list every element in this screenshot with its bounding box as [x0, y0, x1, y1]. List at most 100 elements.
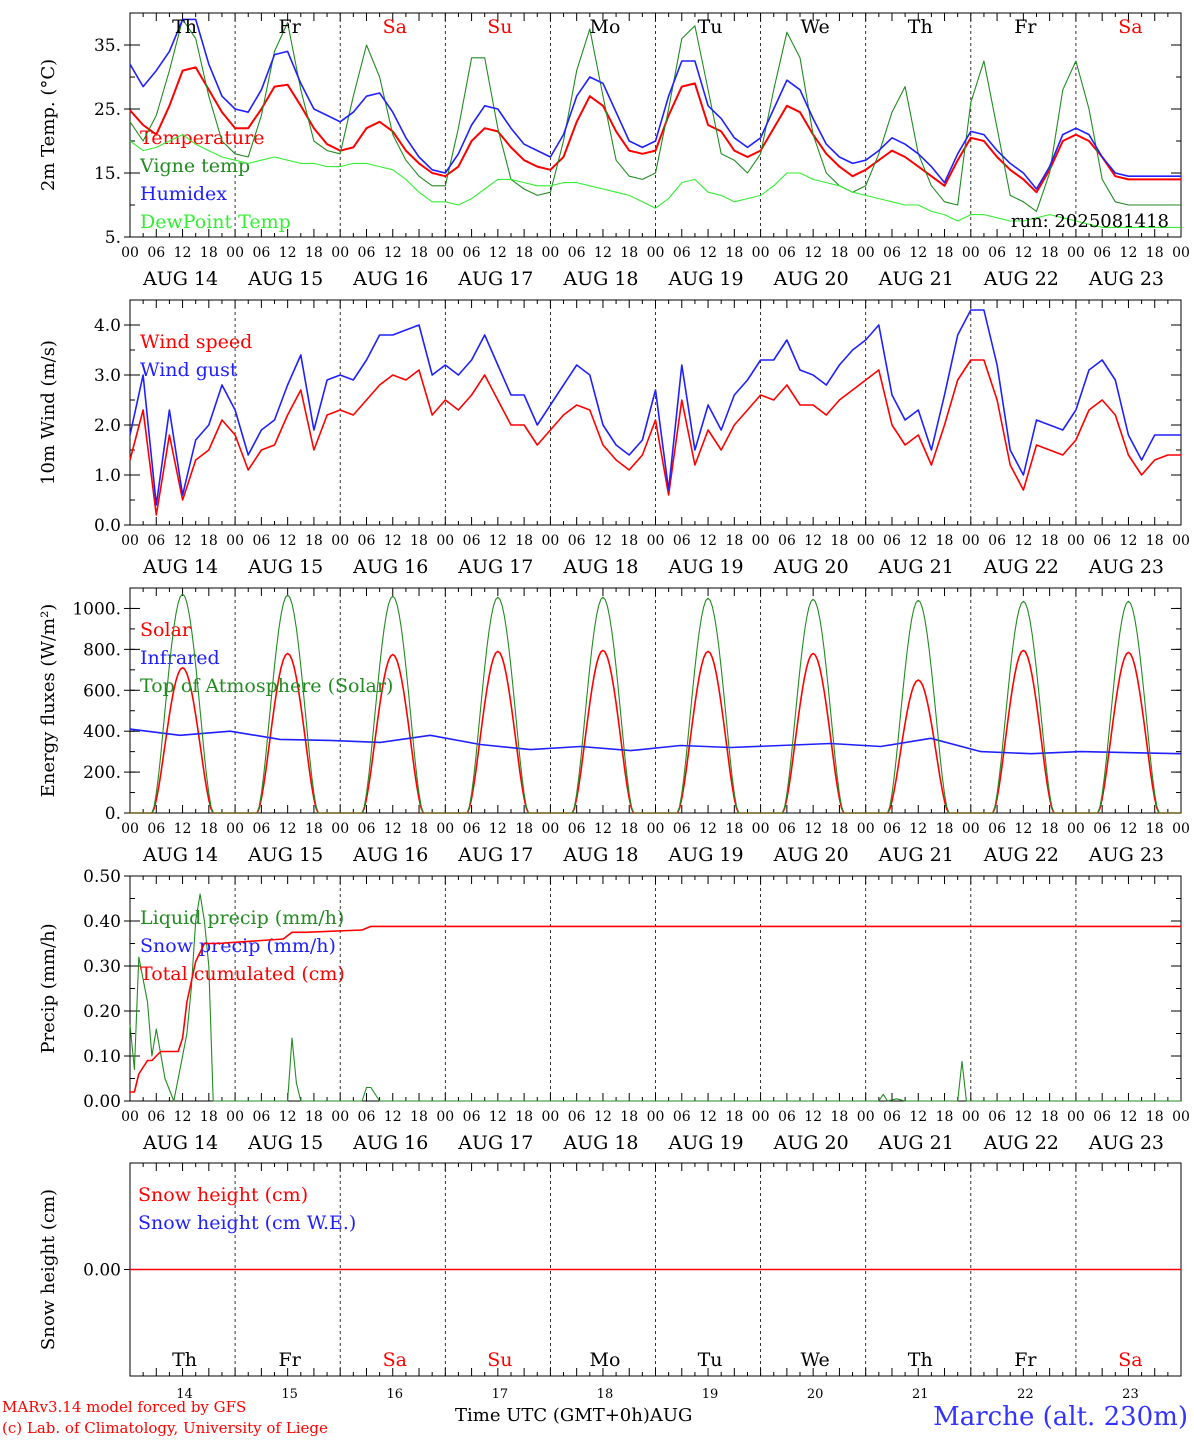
legend-entry: Snow precip (mm/h) [140, 935, 336, 957]
hour-tick-label: 06 [568, 821, 586, 837]
hour-tick-label: 18 [200, 533, 218, 549]
date-label: AUG 22 [983, 556, 1059, 578]
legend-entry: Top of Atmosphere (Solar) [140, 675, 393, 697]
hour-tick-label: 06 [883, 533, 901, 549]
credit-line-model: MARv3.14 model forced by GFS [2, 1398, 247, 1416]
hour-tick-label: 18 [1041, 533, 1059, 549]
hour-tick-label: 00 [752, 245, 770, 261]
day-name-bottom: Fr [279, 1349, 302, 1371]
day-number: 21 [912, 1387, 929, 1402]
legend-entry: Solar [140, 619, 192, 641]
date-label: AUG 19 [667, 1132, 743, 1154]
y-axis-label: Snow height (cm) [38, 1189, 59, 1350]
hour-tick-label: 18 [725, 821, 743, 837]
hour-tick-label: 18 [831, 821, 849, 837]
hour-tick-label: 12 [1120, 245, 1138, 261]
day-name-top: Sa [383, 16, 407, 38]
hour-tick-label: 00 [647, 1109, 665, 1125]
hour-tick-label: 06 [463, 533, 481, 549]
hour-tick-label: 06 [883, 245, 901, 261]
legend-entry: Snow height (cm W.E.) [138, 1212, 356, 1234]
hour-tick-label: 00 [541, 1109, 559, 1125]
hour-tick-label: 12 [594, 821, 612, 837]
hour-tick-label: 00 [857, 533, 875, 549]
hour-tick-label: 12 [1120, 1109, 1138, 1125]
hour-tick-label: 18 [620, 1109, 638, 1125]
y-tick-label: 0.00 [83, 1261, 121, 1281]
day-name-top: We [801, 16, 830, 38]
hour-tick-label: 06 [568, 245, 586, 261]
hour-tick-label: 00 [436, 533, 454, 549]
hour-tick-label: 00 [436, 245, 454, 261]
date-label: AUG 21 [878, 844, 954, 866]
hour-tick-label: 06 [778, 821, 796, 837]
hour-tick-label: 00 [226, 533, 244, 549]
y-tick-label: 2.0 [94, 416, 121, 436]
hour-tick-label: 12 [699, 821, 717, 837]
date-label: AUG 15 [247, 1132, 323, 1154]
date-label: AUG 15 [247, 268, 323, 290]
date-label: AUG 21 [878, 556, 954, 578]
hour-tick-label: 00 [331, 533, 349, 549]
hour-tick-label: 00 [1172, 245, 1190, 261]
hour-tick-label: 06 [673, 1109, 691, 1125]
hour-tick-label: 12 [699, 245, 717, 261]
hour-tick-label: 00 [857, 821, 875, 837]
hour-tick-label: 18 [410, 245, 428, 261]
hour-tick-label: 00 [331, 245, 349, 261]
hour-tick-label: 06 [358, 533, 376, 549]
hour-tick-label: 12 [174, 245, 192, 261]
date-label: AUG 20 [773, 268, 849, 290]
hour-tick-label: 00 [541, 533, 559, 549]
hour-tick-label: 00 [1067, 821, 1085, 837]
hour-tick-label: 00 [857, 1109, 875, 1125]
hour-tick-label: 12 [279, 533, 297, 549]
hour-tick-label: 06 [358, 245, 376, 261]
hour-tick-label: 06 [568, 1109, 586, 1125]
hour-tick-label: 18 [410, 1109, 428, 1125]
hour-tick-label: 00 [226, 1109, 244, 1125]
day-name-top: Fr [1014, 16, 1037, 38]
y-tick-label: 35. [94, 36, 121, 56]
hour-tick-label: 00 [541, 821, 559, 837]
hour-tick-label: 12 [1014, 821, 1032, 837]
day-name-bottom: Su [487, 1349, 512, 1371]
hour-tick-label: 12 [279, 245, 297, 261]
series-line-total-cumulated-cm- [130, 925, 1181, 1093]
panel-frame [129, 299, 1182, 526]
hour-tick-label: 06 [252, 245, 270, 261]
hour-tick-label: 12 [174, 821, 192, 837]
hour-tick-label: 06 [673, 245, 691, 261]
day-name-bottom: Mo [589, 1349, 620, 1371]
hour-tick-label: 00 [436, 821, 454, 837]
y-tick-label: 0.20 [83, 1002, 121, 1022]
hour-tick-label: 00 [752, 533, 770, 549]
hour-tick-label: 18 [515, 1109, 533, 1125]
hour-tick-label: 12 [594, 533, 612, 549]
hour-tick-label: 12 [489, 245, 507, 261]
hour-tick-label: 00 [962, 1109, 980, 1125]
hour-tick-label: 00 [647, 245, 665, 261]
hour-tick-label: 12 [804, 1109, 822, 1125]
date-label: AUG 21 [878, 268, 954, 290]
hour-tick-label: 00 [1067, 533, 1085, 549]
hour-tick-label: 06 [673, 821, 691, 837]
hour-tick-label: 18 [200, 245, 218, 261]
hour-tick-label: 00 [331, 1109, 349, 1125]
date-label: AUG 18 [562, 268, 638, 290]
hour-tick-label: 12 [909, 1109, 927, 1125]
day-number: 18 [597, 1387, 614, 1402]
hour-tick-label: 18 [1041, 1109, 1059, 1125]
hour-tick-label: 06 [358, 1109, 376, 1125]
date-label: AUG 18 [562, 844, 638, 866]
series-line-temperature [129, 66, 1181, 194]
hour-tick-label: 06 [358, 821, 376, 837]
hour-tick-label: 06 [147, 533, 165, 549]
hour-tick-label: 12 [1014, 533, 1032, 549]
hour-tick-label: 00 [962, 821, 980, 837]
legend-entry: Vigne temp [139, 155, 250, 177]
hour-tick-label: 12 [174, 533, 192, 549]
date-label: AUG 21 [878, 1132, 954, 1154]
legend-entry: Humidex [140, 183, 227, 205]
hour-tick-label: 12 [699, 533, 717, 549]
